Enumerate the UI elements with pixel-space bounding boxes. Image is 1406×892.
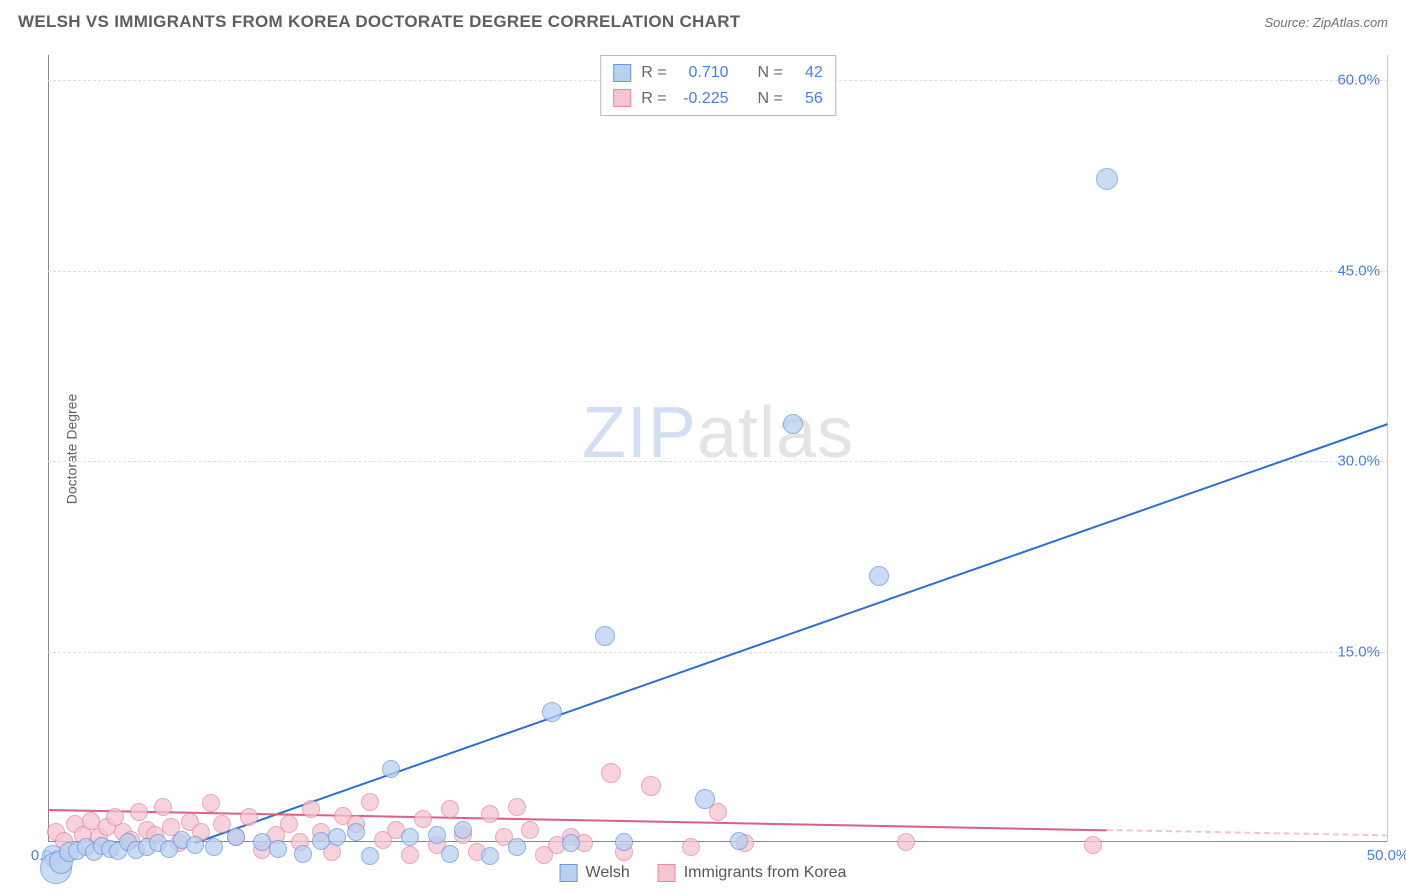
n-label: N = [757,60,782,86]
data-point [361,847,379,865]
x-tick-label: 50.0% [1367,847,1406,864]
data-point [454,821,472,839]
data-point [428,826,446,844]
chart-title: WELSH VS IMMIGRANTS FROM KOREA DOCTORATE… [18,12,740,32]
data-point [1096,168,1118,190]
data-point [154,798,172,816]
data-point [481,805,499,823]
y-tick-label: 45.0% [1337,262,1380,279]
data-point [361,793,379,811]
r-value: -0.225 [677,86,729,112]
data-point [294,845,312,863]
data-point [414,810,432,828]
legend-swatch [613,89,631,107]
data-point [562,834,580,852]
legend-item: Welsh [560,864,630,882]
data-point [1084,836,1102,854]
data-point [382,760,400,778]
legend-swatch [560,864,578,882]
r-label: R = [641,60,666,86]
legend-label: Immigrants from Korea [684,864,847,882]
data-point [280,815,298,833]
data-point [695,789,715,809]
data-point [481,847,499,865]
data-point [641,776,661,796]
data-point [869,566,889,586]
data-point [205,838,223,856]
data-point [328,828,346,846]
y-axis [48,55,49,842]
right-border [1387,55,1388,842]
gridline [48,652,1388,653]
stats-legend: R = 0.710 N = 42 R = -0.225 N = 56 [600,55,836,116]
stats-row: R = -0.225 N = 56 [613,86,823,112]
legend-swatch [613,64,631,82]
n-label: N = [757,86,782,112]
data-point [508,838,526,856]
data-point [227,828,245,846]
y-tick-label: 15.0% [1337,643,1380,660]
n-value: 42 [793,60,823,86]
data-point [202,794,220,812]
data-point [240,808,258,826]
data-point [441,845,459,863]
trend-line [1107,829,1388,836]
data-point [595,626,615,646]
stats-row: R = 0.710 N = 42 [613,60,823,86]
data-point [401,828,419,846]
chart-area: Doctorate Degree ZIPatlas 15.0%30.0%45.0… [48,55,1388,842]
data-point [186,836,204,854]
r-label: R = [641,86,666,112]
r-value: 0.710 [677,60,729,86]
n-value: 56 [793,86,823,112]
legend-label: Welsh [586,864,630,882]
data-point [682,838,700,856]
data-point [783,414,803,434]
data-point [521,821,539,839]
legend-swatch [658,864,676,882]
data-point [897,833,915,851]
data-point [601,763,621,783]
y-tick-label: 30.0% [1337,453,1380,470]
data-point [542,702,562,722]
gridline [48,461,1388,462]
gridline [48,271,1388,272]
x-axis [48,841,1388,842]
source-label: Source: ZipAtlas.com [1264,15,1388,30]
data-point [302,800,320,818]
data-point [130,803,148,821]
trend-line [195,423,1388,844]
series-legend: Welsh Immigrants from Korea [560,864,847,882]
legend-item: Immigrants from Korea [658,864,847,882]
data-point [730,832,748,850]
data-point [269,840,287,858]
data-point [347,823,365,841]
y-tick-label: 60.0% [1337,72,1380,89]
data-point [441,800,459,818]
data-point [401,846,419,864]
data-point [508,798,526,816]
data-point [615,833,633,851]
